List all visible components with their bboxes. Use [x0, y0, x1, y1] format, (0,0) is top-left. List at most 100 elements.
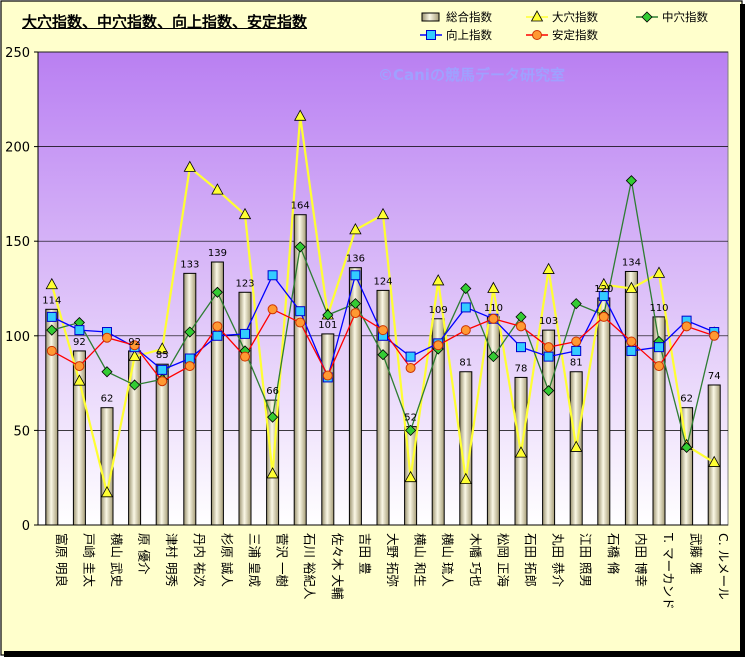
x-tick-label: C. ルメール: [716, 533, 731, 600]
data-point: [376, 207, 390, 220]
data-point: [212, 330, 223, 341]
y-tick-label: 200: [5, 141, 30, 156]
bar: [238, 291, 252, 526]
data-point: [295, 317, 306, 328]
x-tick-label: 戸崎 圭太: [81, 533, 96, 587]
data-point: [128, 349, 141, 362]
x-tick-label: 横山 和生: [413, 533, 428, 587]
x-tick-label: 丸田 恭介: [551, 533, 566, 587]
x-tick-label: 木幡 巧也: [468, 533, 483, 587]
x-tick-label: 横山 琉人: [440, 533, 455, 587]
x-tick-label: 佐々木 大輔: [330, 533, 345, 599]
data-point: [542, 262, 555, 274]
bar-value-label: 81: [459, 358, 472, 369]
legend-marker: [532, 30, 542, 40]
x-tick-label: 横山 武史: [109, 533, 124, 587]
x-tick-label: 松岡 正海: [495, 533, 510, 587]
bar-value-label: 136: [346, 254, 365, 265]
data-point: [350, 308, 361, 319]
bar-value-label: 101: [318, 320, 337, 331]
data-point: [654, 342, 664, 353]
bar: [431, 318, 445, 526]
bar-value-label: 92: [73, 337, 86, 348]
legend-label: 総合指数: [446, 10, 492, 24]
x-tick-label: 富原 明良: [54, 533, 69, 587]
data-point: [654, 361, 664, 372]
data-point: [294, 109, 307, 121]
data-point: [350, 270, 361, 281]
y-tick-label: 150: [5, 235, 30, 250]
bar: [183, 272, 197, 526]
frame-shadow-bottom: [4, 651, 745, 657]
data-point: [514, 446, 528, 458]
legend-marker: [426, 30, 436, 40]
data-point: [129, 379, 141, 391]
data-point: [626, 345, 637, 356]
bar-value-label: 81: [570, 358, 583, 369]
x-tick-label: 菅沢 一樹: [275, 533, 290, 587]
data-point: [45, 277, 58, 290]
data-point: [74, 361, 85, 372]
data-point: [570, 298, 582, 310]
data-point: [46, 324, 58, 336]
legend-label: 向上指数: [446, 28, 492, 42]
legend-swatch: [421, 12, 440, 22]
data-point: [598, 291, 609, 302]
data-point: [433, 340, 444, 351]
x-tick-label: 三浦 皇成: [247, 533, 262, 587]
y-tick-label: 100: [5, 330, 30, 345]
data-point: [102, 332, 112, 343]
data-point: [74, 325, 85, 336]
bar-value-label: 66: [266, 386, 279, 397]
y-tick-label: 0: [22, 519, 30, 534]
data-point: [405, 351, 416, 362]
data-point: [487, 281, 500, 293]
data-point: [709, 330, 720, 341]
legend-label: 中穴指数: [662, 10, 708, 24]
data-point: [516, 342, 526, 353]
x-tick-label: 津村 明秀: [164, 533, 179, 587]
bar: [707, 384, 721, 526]
x-tick-label: 大野 拓弥: [385, 533, 400, 587]
data-point: [322, 309, 334, 321]
data-point: [295, 306, 306, 317]
data-point: [156, 342, 169, 354]
x-tick-label: 武藤 雅: [689, 533, 704, 574]
data-point: [571, 336, 582, 347]
bar-value-label: 85: [156, 350, 169, 361]
bar-value-label: 78: [515, 363, 528, 374]
data-point: [708, 455, 721, 467]
bar: [486, 316, 500, 526]
data-point: [157, 364, 168, 375]
bar: [293, 214, 307, 526]
data-point: [570, 440, 583, 452]
data-point: [267, 304, 278, 315]
data-point: [184, 326, 196, 338]
data-point: [625, 281, 638, 293]
data-point: [543, 342, 554, 353]
data-point: [212, 321, 223, 332]
data-point: [543, 351, 554, 362]
data-point: [597, 277, 610, 290]
data-point: [652, 266, 666, 278]
data-point: [211, 286, 223, 298]
data-point: [100, 486, 114, 498]
data-point: [460, 282, 472, 295]
data-point: [487, 351, 499, 363]
data-point: [73, 374, 86, 386]
legend-label: 安定指数: [552, 28, 598, 42]
bar-value-label: 124: [373, 276, 392, 287]
bar-value-label: 123: [235, 278, 254, 289]
data-point: [571, 345, 582, 356]
bar-value-label: 114: [42, 295, 61, 306]
x-tick-label: 石橋 脩: [606, 533, 621, 575]
data-point: [294, 241, 306, 253]
data-point: [543, 385, 555, 397]
bar: [597, 297, 611, 526]
bar-value-label: 62: [101, 394, 114, 405]
x-tick-label: 杉原 誠人: [219, 533, 234, 587]
x-tick-label: 江田 照男: [578, 533, 593, 587]
legend-label: 大穴指数: [552, 10, 598, 24]
